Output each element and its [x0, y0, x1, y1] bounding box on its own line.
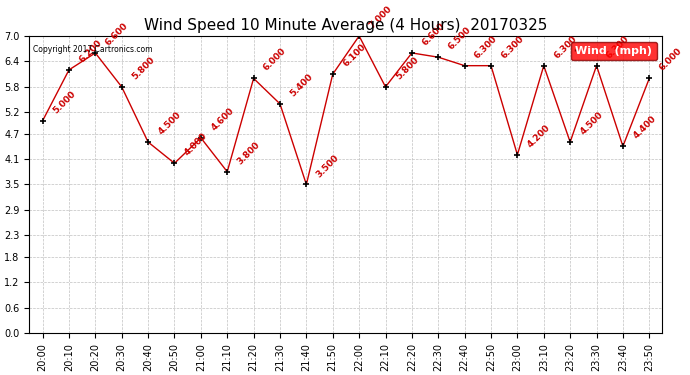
Text: 6.300: 6.300 [473, 34, 500, 60]
Text: 6.000: 6.000 [658, 46, 684, 73]
Legend: Wind  (mph): Wind (mph) [571, 42, 657, 60]
Text: 6.600: 6.600 [420, 21, 446, 47]
Text: 4.600: 4.600 [209, 106, 235, 132]
Text: 6.600: 6.600 [104, 21, 130, 47]
Text: 7.000: 7.000 [368, 4, 394, 30]
Text: 5.800: 5.800 [394, 55, 420, 81]
Text: 6.200: 6.200 [77, 38, 104, 64]
Text: Copyright 2017 Cartronics.com: Copyright 2017 Cartronics.com [32, 45, 152, 54]
Text: 4.400: 4.400 [631, 114, 658, 141]
Text: 5.400: 5.400 [288, 72, 315, 98]
Text: 4.500: 4.500 [578, 110, 605, 136]
Text: 6.500: 6.500 [446, 26, 473, 52]
Text: 6.300: 6.300 [500, 34, 526, 60]
Text: 5.000: 5.000 [51, 89, 77, 115]
Text: 6.300: 6.300 [605, 34, 631, 60]
Text: 4.000: 4.000 [183, 132, 209, 158]
Text: 6.300: 6.300 [552, 34, 578, 60]
Text: 5.800: 5.800 [130, 55, 157, 81]
Title: Wind Speed 10 Minute Average (4 Hours)  20170325: Wind Speed 10 Minute Average (4 Hours) 2… [144, 18, 548, 33]
Text: 4.500: 4.500 [157, 110, 183, 136]
Text: 3.500: 3.500 [315, 153, 341, 179]
Text: 3.800: 3.800 [235, 140, 262, 166]
Text: 4.200: 4.200 [526, 123, 552, 149]
Text: 6.000: 6.000 [262, 46, 288, 73]
Text: 6.100: 6.100 [341, 42, 367, 69]
